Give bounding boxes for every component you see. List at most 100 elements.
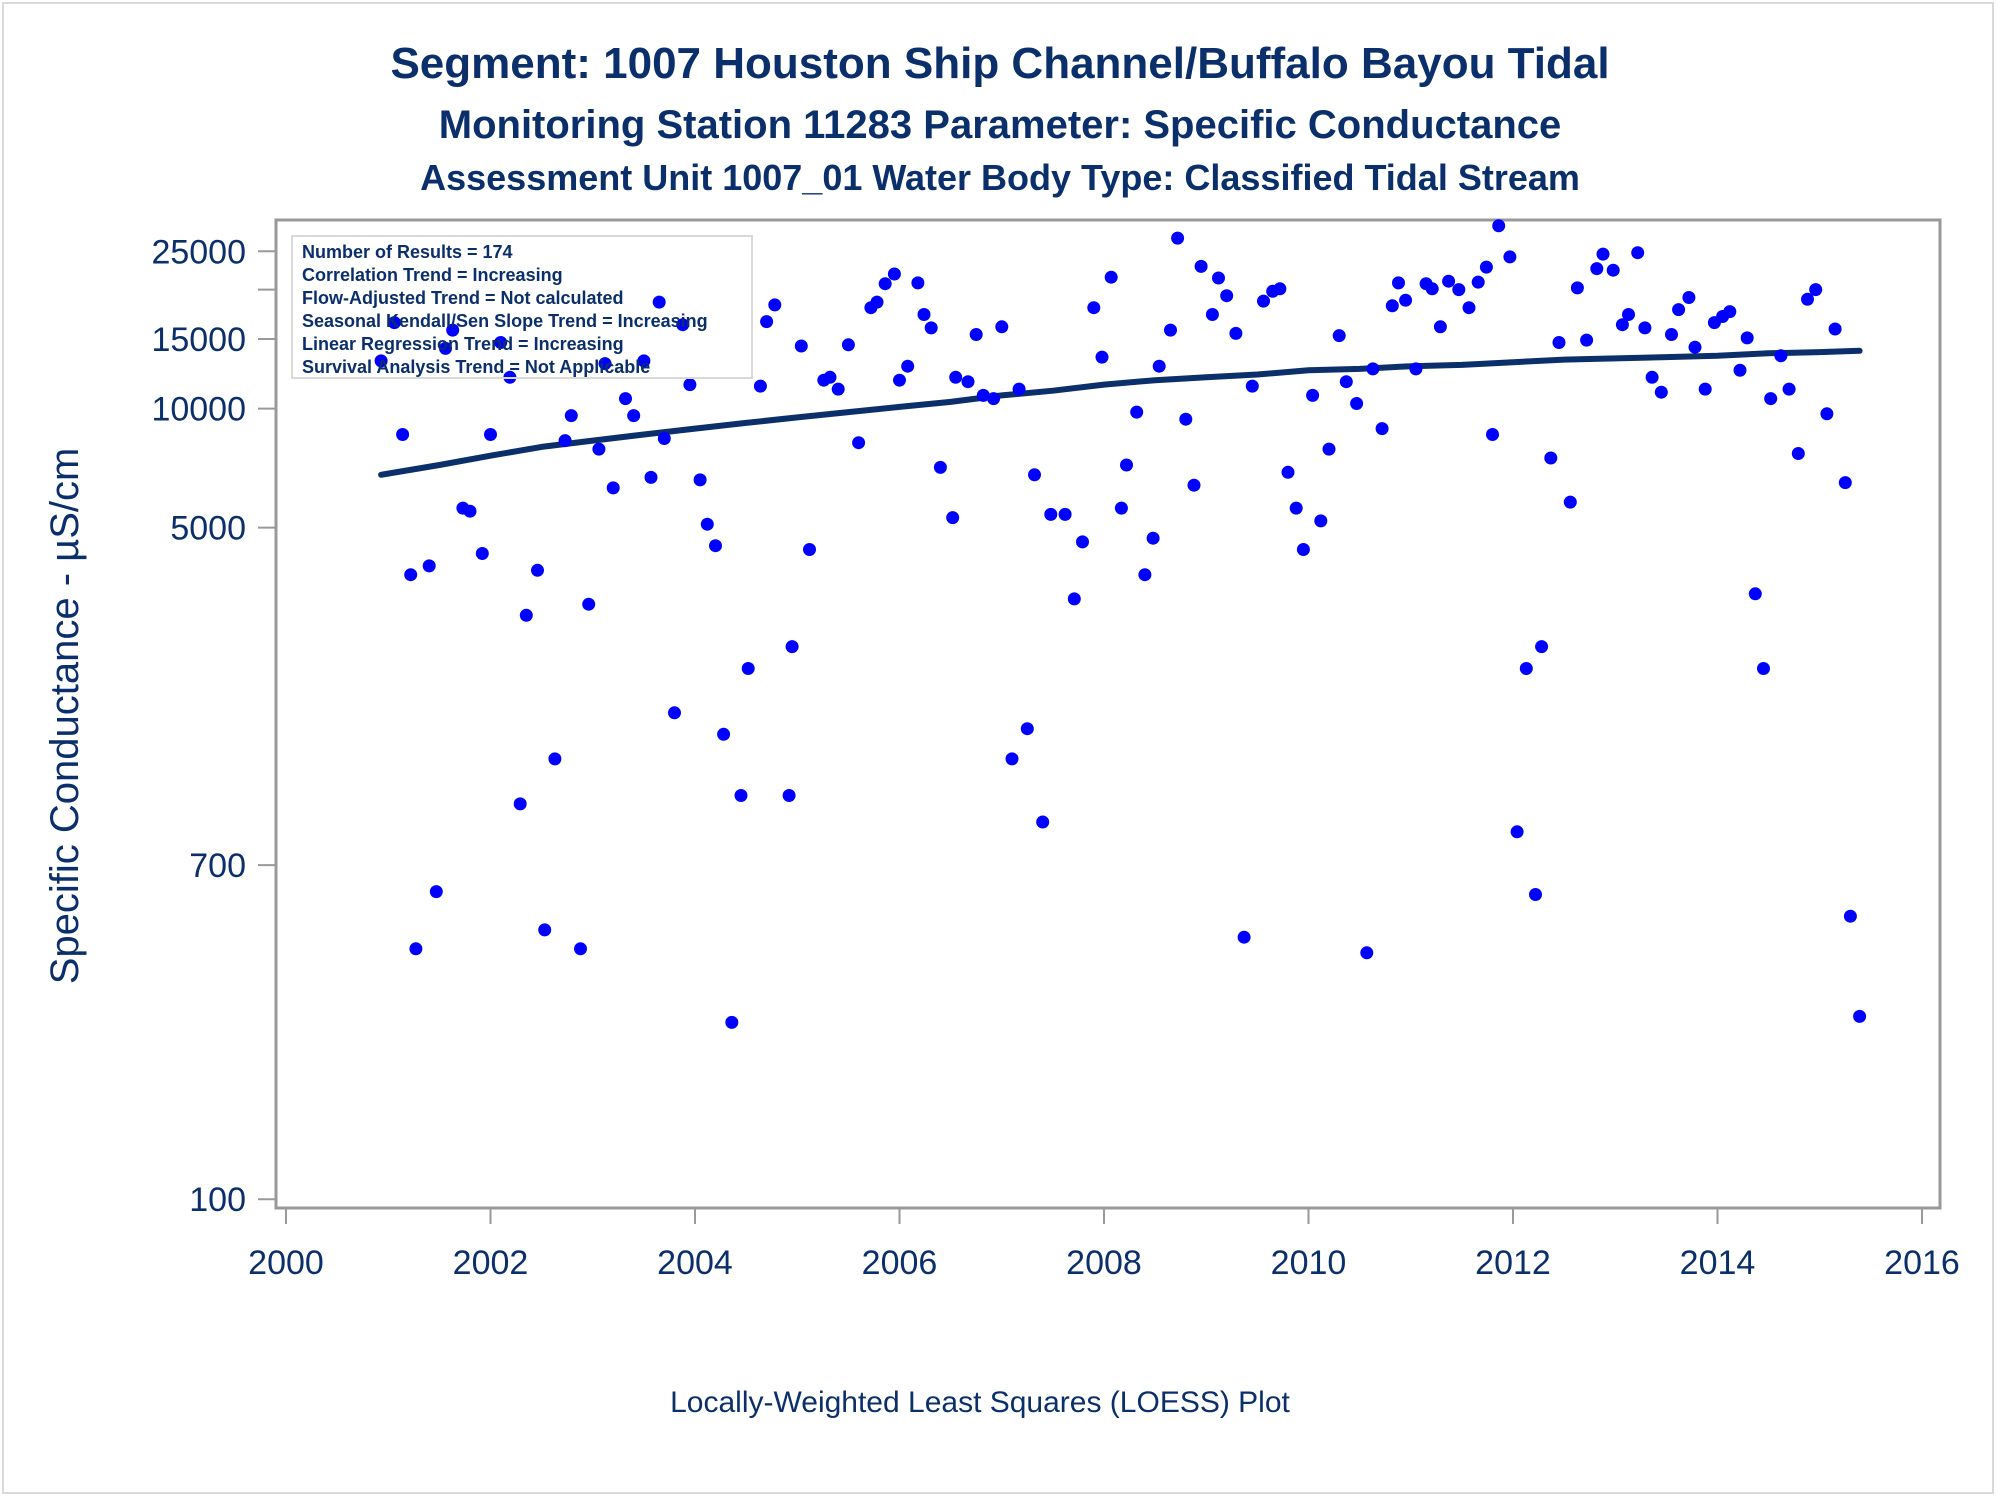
data-point-93 bbox=[1187, 478, 1201, 492]
data-point-10 bbox=[463, 504, 477, 518]
data-point-87 bbox=[1138, 568, 1152, 582]
data-point-16 bbox=[519, 608, 533, 622]
data-point-53 bbox=[841, 338, 855, 352]
data-point-94 bbox=[1194, 259, 1208, 273]
data-point-137 bbox=[1563, 495, 1577, 509]
y-tick-label-1: 700 bbox=[189, 847, 246, 885]
data-point-78 bbox=[1058, 507, 1072, 521]
data-point-84 bbox=[1114, 501, 1128, 515]
data-point-166 bbox=[1809, 283, 1823, 297]
data-point-145 bbox=[1631, 246, 1645, 260]
data-point-105 bbox=[1289, 501, 1303, 515]
data-point-95 bbox=[1205, 308, 1219, 321]
data-point-42 bbox=[741, 662, 755, 675]
data-point-110 bbox=[1332, 329, 1346, 343]
data-point-147 bbox=[1645, 370, 1659, 384]
data-point-140 bbox=[1590, 262, 1604, 276]
data-point-126 bbox=[1471, 275, 1485, 289]
data-point-15 bbox=[513, 797, 527, 811]
data-point-3 bbox=[404, 568, 418, 582]
data-point-156 bbox=[1723, 305, 1737, 319]
data-point-123 bbox=[1442, 274, 1456, 288]
data-point-142 bbox=[1606, 263, 1620, 277]
data-point-51 bbox=[823, 370, 837, 384]
data-point-111 bbox=[1339, 375, 1353, 389]
data-point-62 bbox=[917, 308, 931, 321]
data-point-47 bbox=[785, 640, 799, 654]
data-point-11 bbox=[475, 547, 489, 560]
data-point-49 bbox=[803, 543, 816, 556]
data-point-112 bbox=[1350, 397, 1364, 410]
data-point-164 bbox=[1791, 447, 1805, 460]
data-point-34 bbox=[676, 318, 690, 332]
data-point-56 bbox=[870, 295, 884, 309]
legend-line-4: Seasonal Kendall/Sen Slope Trend = Incre… bbox=[302, 311, 708, 331]
data-point-132 bbox=[1519, 662, 1533, 675]
data-point-44 bbox=[760, 315, 774, 329]
y-tick-label-4: 15000 bbox=[151, 321, 246, 359]
data-point-90 bbox=[1164, 323, 1177, 337]
y-axis-label: Specific Conductance - µS/cm bbox=[43, 448, 87, 985]
data-point-136 bbox=[1552, 336, 1566, 349]
data-point-59 bbox=[893, 373, 906, 387]
data-point-28 bbox=[627, 409, 641, 423]
data-point-161 bbox=[1764, 392, 1778, 406]
data-point-12 bbox=[484, 428, 497, 441]
data-point-75 bbox=[1028, 468, 1041, 482]
data-point-77 bbox=[1044, 507, 1058, 521]
y-tick-label-2: 5000 bbox=[170, 510, 246, 548]
data-point-170 bbox=[1843, 909, 1857, 923]
data-point-113 bbox=[1360, 946, 1374, 960]
data-point-125 bbox=[1462, 301, 1476, 315]
data-point-30 bbox=[644, 470, 658, 484]
data-point-151 bbox=[1682, 291, 1696, 304]
data-point-82 bbox=[1095, 350, 1109, 364]
data-point-114 bbox=[1366, 362, 1380, 376]
data-point-37 bbox=[700, 517, 714, 531]
data-point-134 bbox=[1535, 640, 1549, 654]
data-point-153 bbox=[1698, 382, 1712, 396]
data-point-148 bbox=[1654, 385, 1668, 399]
data-point-5 bbox=[422, 559, 436, 573]
data-point-109 bbox=[1322, 442, 1336, 456]
data-point-6 bbox=[429, 885, 443, 899]
data-point-129 bbox=[1492, 219, 1506, 233]
y-tick-label-0: 100 bbox=[189, 1181, 246, 1219]
data-point-135 bbox=[1544, 451, 1558, 465]
legend-box: Number of Results = 174 Correlation Tren… bbox=[291, 235, 753, 379]
legend-line-2: Correlation Trend = Increasing bbox=[302, 265, 563, 285]
data-point-72 bbox=[1005, 752, 1019, 766]
data-point-31 bbox=[652, 295, 666, 309]
data-point-1 bbox=[387, 316, 401, 330]
data-point-60 bbox=[901, 359, 915, 373]
data-point-65 bbox=[946, 511, 960, 525]
data-point-29 bbox=[637, 354, 651, 368]
data-point-157 bbox=[1733, 363, 1747, 377]
data-point-18 bbox=[538, 923, 552, 937]
y-tick-label-3: 10000 bbox=[151, 391, 246, 429]
data-point-8 bbox=[446, 323, 460, 337]
data-point-116 bbox=[1385, 299, 1399, 313]
data-point-124 bbox=[1452, 283, 1466, 297]
data-point-127 bbox=[1479, 260, 1493, 274]
data-point-91 bbox=[1171, 231, 1185, 245]
x-tick-label-8: 2016 bbox=[1884, 1244, 1960, 1282]
data-point-88 bbox=[1146, 531, 1160, 545]
data-point-58 bbox=[887, 267, 901, 281]
data-point-81 bbox=[1087, 301, 1101, 315]
data-point-104 bbox=[1281, 465, 1295, 479]
loess-trend-line bbox=[378, 347, 1863, 478]
data-point-40 bbox=[725, 1015, 739, 1029]
data-point-122 bbox=[1433, 320, 1447, 334]
data-point-54 bbox=[852, 436, 866, 450]
data-point-57 bbox=[878, 277, 892, 291]
data-point-2 bbox=[396, 428, 410, 441]
data-point-20 bbox=[558, 434, 572, 448]
data-point-71 bbox=[995, 320, 1009, 334]
data-point-128 bbox=[1486, 428, 1499, 441]
x-tick-label-1: 2002 bbox=[453, 1244, 529, 1282]
data-point-67 bbox=[961, 375, 975, 389]
x-tick-label-6: 2012 bbox=[1475, 1244, 1551, 1282]
data-point-36 bbox=[693, 473, 707, 487]
y-axis: 100 700 5000 10000 15000 25000 bbox=[151, 233, 276, 1219]
